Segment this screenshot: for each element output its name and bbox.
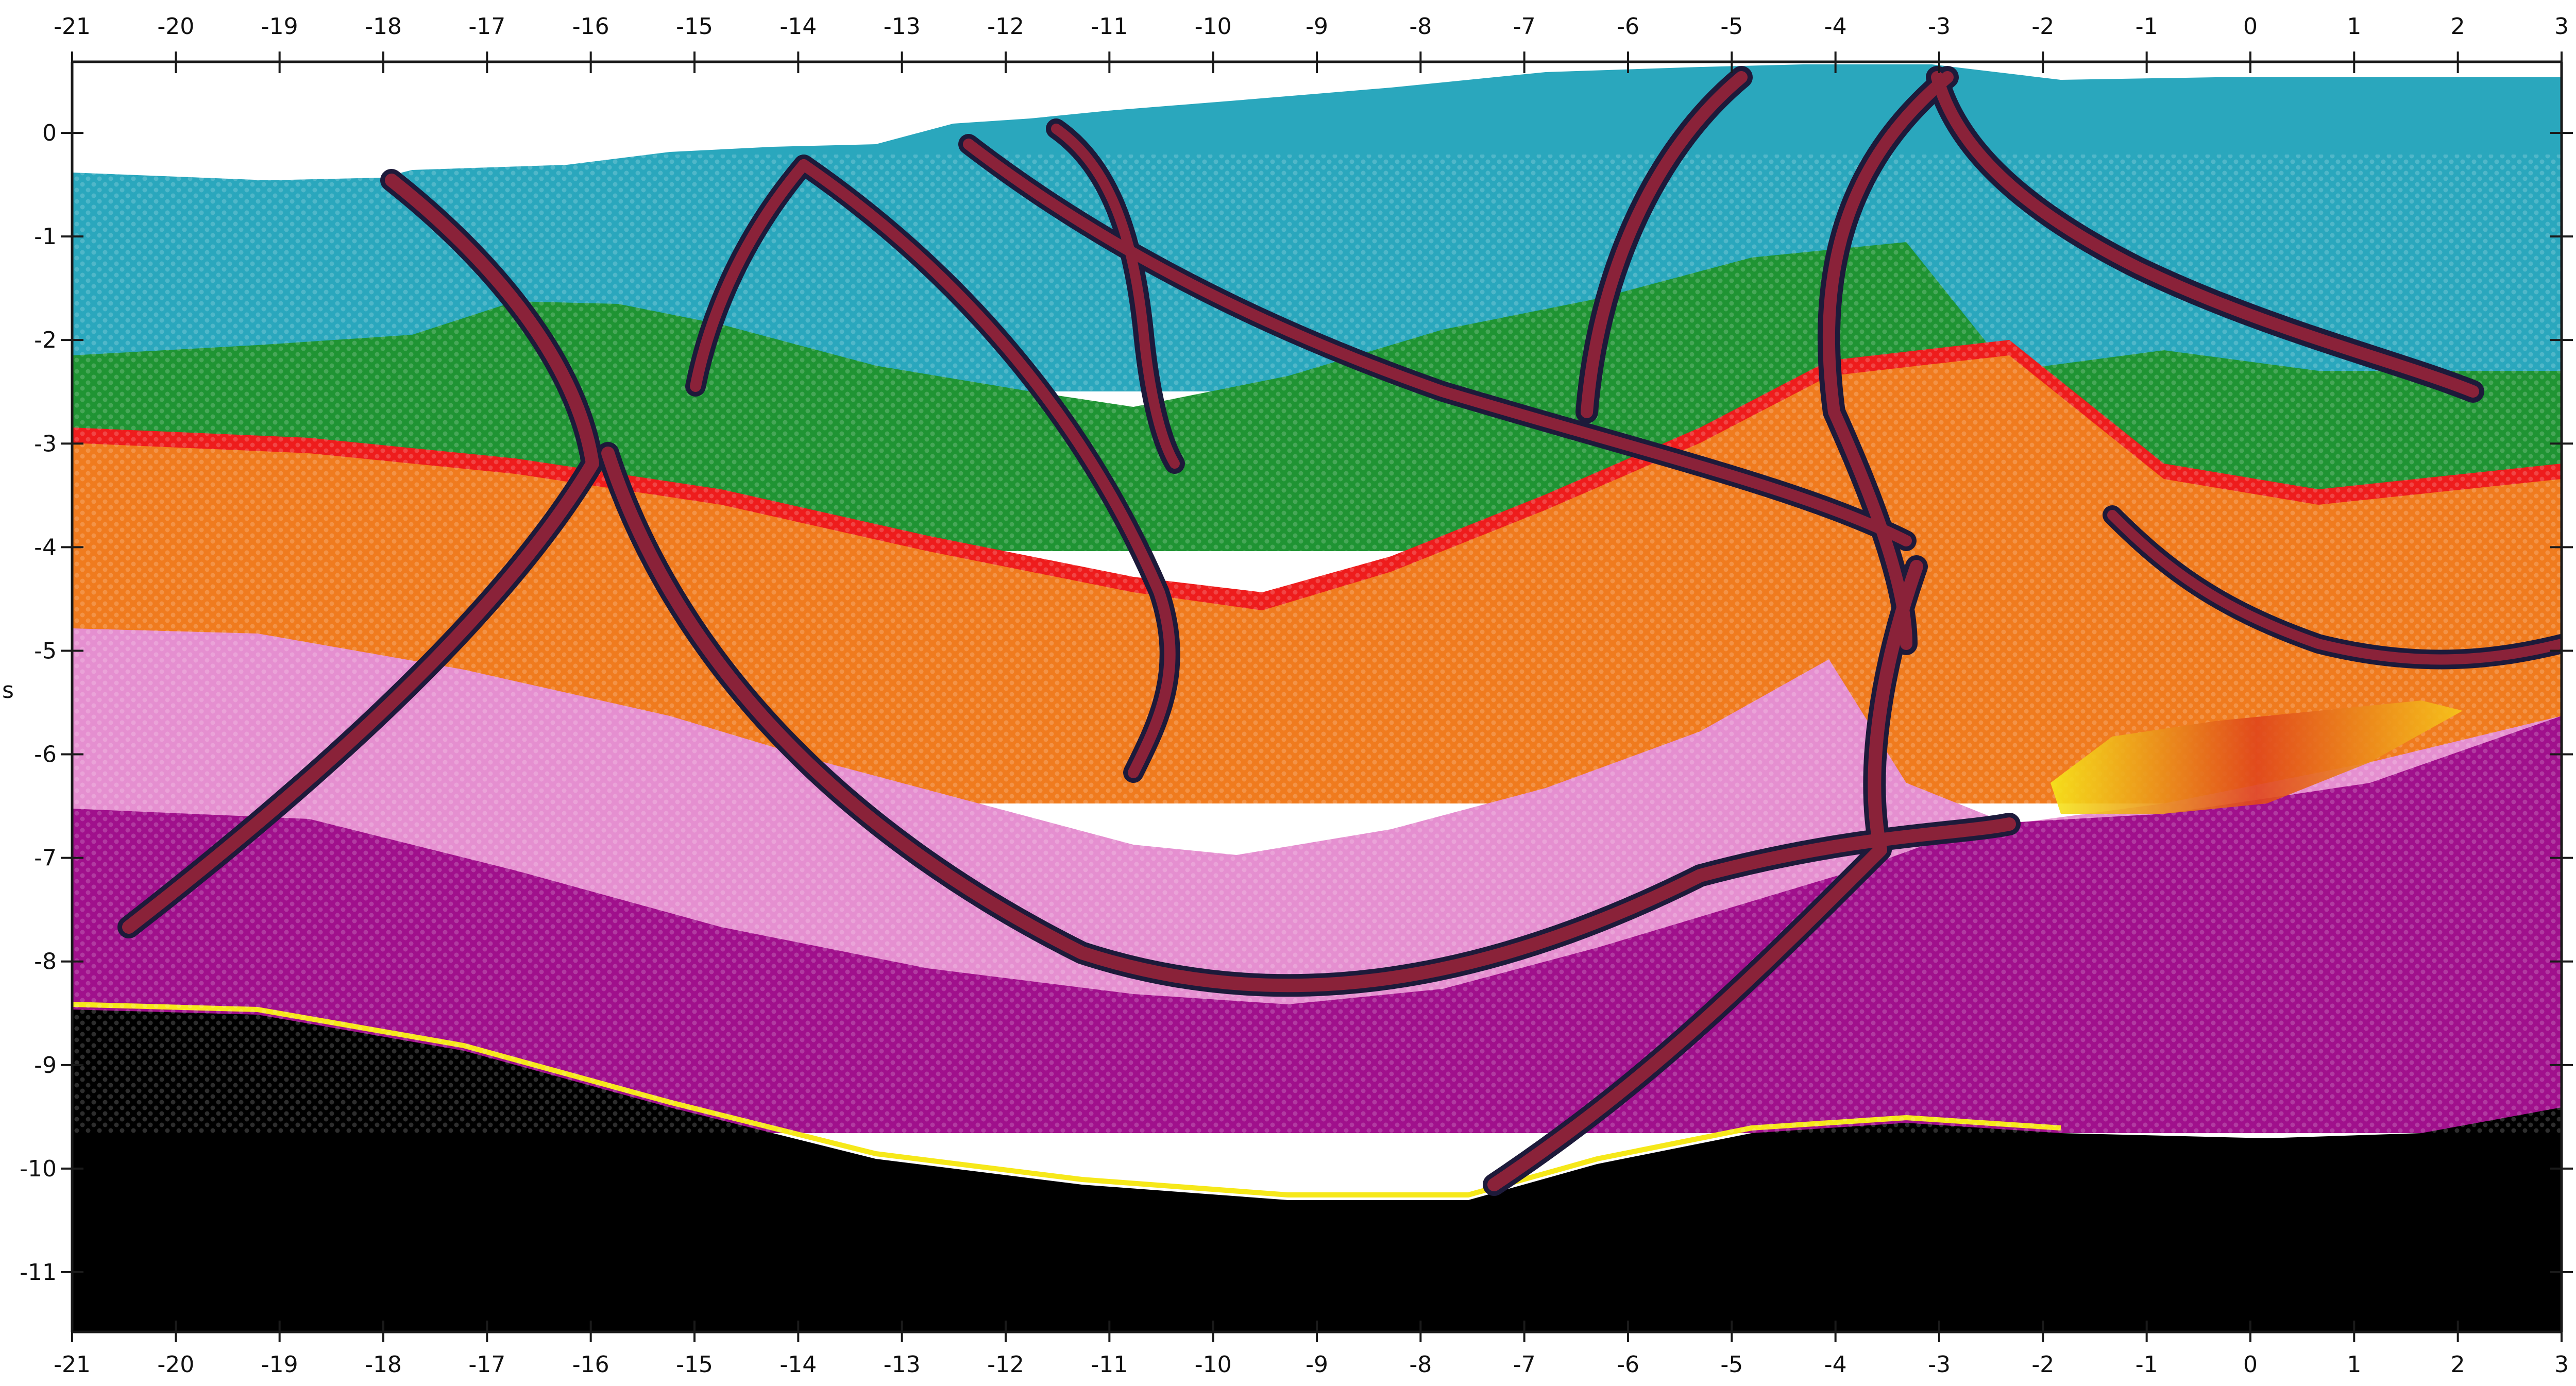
y-tick-label: -11	[20, 1259, 57, 1286]
y-tick-label: -10	[20, 1156, 57, 1182]
x-tick-label: 2	[2451, 1351, 2465, 1378]
x-tick-label: -15	[676, 13, 713, 40]
x-tick-label: -17	[468, 13, 505, 40]
x-tick-label: 3	[2554, 13, 2569, 40]
y-tick-label: -8	[34, 949, 57, 975]
x-tick-label: -21	[54, 1351, 91, 1378]
x-tick-label: -13	[884, 13, 921, 40]
x-tick-label: -6	[1617, 13, 1639, 40]
x-tick-label: -2	[2031, 1351, 2054, 1378]
x-tick-label: -3	[1928, 13, 1951, 40]
x-tick-label: -19	[261, 13, 298, 40]
x-tick-label: -11	[1091, 13, 1128, 40]
x-tick-label: 0	[2243, 13, 2258, 40]
x-tick-label: -15	[676, 1351, 713, 1378]
y-tick-label: -3	[34, 431, 57, 457]
y-tick-label: -5	[34, 638, 57, 664]
x-tick-label: -8	[1409, 13, 1432, 40]
x-tick-label: -16	[572, 1351, 609, 1378]
y-tick-label: -6	[34, 742, 57, 768]
x-tick-label: -8	[1409, 1351, 1432, 1378]
x-tick-label: -9	[1306, 1351, 1328, 1378]
x-tick-label: -3	[1928, 1351, 1951, 1378]
x-tick-label: -4	[1824, 13, 1847, 40]
x-tick-label: -10	[1195, 13, 1232, 40]
y-axis-label: s	[2, 677, 14, 704]
x-tick-label: -5	[1720, 13, 1743, 40]
x-axis-bottom: -21 -20 -19 -18 -17 -16 -15 -14 -13 -12 -11 -10 -9 -8…	[54, 1321, 2569, 1378]
x-tick-label: -13	[884, 1351, 921, 1378]
y-tick-label: -2	[34, 327, 57, 353]
x-tick-label: -14	[779, 1351, 817, 1378]
x-tick-label: -7	[1513, 1351, 1536, 1378]
x-tick-label: -4	[1824, 1351, 1847, 1378]
x-tick-label: -18	[365, 1351, 402, 1378]
y-tick-label: -1	[34, 224, 57, 250]
x-tick-label: 0	[2243, 1351, 2258, 1378]
x-tick-label: -19	[261, 1351, 298, 1378]
axes: -21 -20 -19 -18 -17 -16 -15 -14 -13 -12 -11 -10 -9 -8…	[2, 13, 2573, 1378]
y-tick-label: -9	[34, 1052, 57, 1079]
x-tick-label: -20	[157, 13, 194, 40]
x-tick-label: -18	[365, 13, 402, 40]
y-axis-left: 0 -1 -2 -3 -4 -5 -6 -7 -8 -9 -10 -11	[20, 120, 83, 1286]
section-plot-area	[72, 62, 2562, 1332]
y-axis-right: 0-1-2-3-4-5-6-7-8-9-10-11	[2550, 132, 2573, 1273]
x-tick-label: -7	[1513, 13, 1536, 40]
x-tick-label: -12	[987, 1351, 1024, 1378]
x-tick-label: 3	[2554, 1351, 2569, 1378]
x-tick-label: -14	[779, 13, 817, 40]
anomaly-zone	[2050, 700, 2463, 814]
x-tick-label: -10	[1195, 1351, 1232, 1378]
layer-basement	[72, 1009, 2562, 1332]
x-tick-label: -6	[1617, 1351, 1639, 1378]
y-tick-label: 0	[42, 120, 57, 146]
x-tick-label: -1	[2136, 1351, 2158, 1378]
y-tick-label: -4	[34, 534, 57, 560]
x-tick-label: -16	[572, 13, 609, 40]
x-tick-label: -1	[2136, 13, 2158, 40]
x-tick-label: -2	[2031, 13, 2054, 40]
fault-cores	[122, 71, 2562, 1191]
x-tick-label: -11	[1091, 1351, 1128, 1378]
x-tick-label: -20	[157, 1351, 194, 1378]
x-tick-label: -21	[54, 13, 91, 40]
x-tick-label: -5	[1720, 1351, 1743, 1378]
y-tick-label: -7	[34, 845, 57, 871]
x-tick-label: -17	[468, 1351, 505, 1378]
x-tick-label: -9	[1306, 13, 1328, 40]
x-tick-label: 1	[2347, 1351, 2361, 1378]
x-tick-label: -12	[987, 13, 1024, 40]
x-axis-top: -21 -20 -19 -18 -17 -16 -15 -14 -13 -12 -11 -10 -9 -8…	[54, 13, 2569, 73]
x-tick-label: 1	[2347, 13, 2361, 40]
x-tick-label: 2	[2451, 13, 2465, 40]
